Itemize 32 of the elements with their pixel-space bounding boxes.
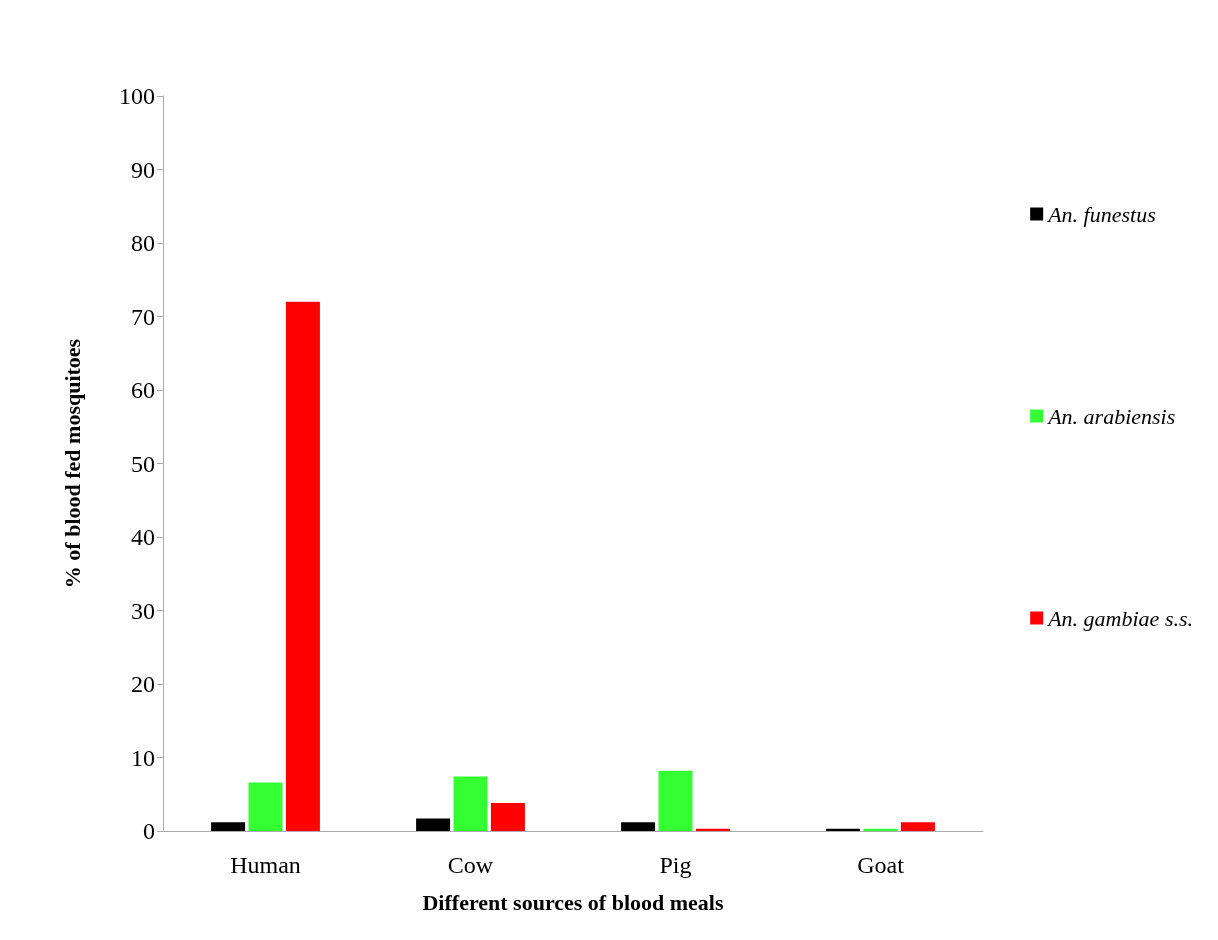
y-tick-label: 90 <box>131 156 155 183</box>
y-tick-label: 60 <box>131 377 155 403</box>
y-tick-label: 10 <box>131 744 155 771</box>
bar <box>211 822 246 831</box>
x-tick-label: Pig <box>659 852 692 878</box>
x-tick-label: Cow <box>447 852 494 878</box>
bar <box>863 828 898 831</box>
y-tick-label: 0 <box>143 818 155 844</box>
y-tick-label: 100 <box>119 83 155 109</box>
y-tick-label: 20 <box>131 671 155 697</box>
y-tick-label: 70 <box>131 303 155 330</box>
x-axis-title: Different sources of blood meals <box>422 889 724 915</box>
y-tick-label: 50 <box>131 450 155 477</box>
legend-label: An. arabiensis <box>1046 403 1176 429</box>
x-tick-label: Goat <box>857 852 905 878</box>
bar <box>695 828 730 831</box>
x-tick-label: Human <box>230 852 301 878</box>
bar <box>490 803 525 831</box>
bar <box>285 301 320 831</box>
bar <box>248 782 283 831</box>
legend-label: An. funestus <box>1046 201 1156 227</box>
bar <box>453 776 488 831</box>
bar <box>826 828 861 831</box>
y-tick-label: 40 <box>131 524 155 550</box>
y-axis-title: % of blood fed mosquitoes <box>59 338 85 589</box>
y-tick-label: 80 <box>131 230 155 256</box>
y-tick-label: 30 <box>131 597 155 624</box>
legend-label: An. gambiae s.s. <box>1046 605 1193 631</box>
bar <box>621 822 656 831</box>
bar <box>658 770 693 831</box>
bar <box>416 818 451 831</box>
bar <box>900 822 935 831</box>
